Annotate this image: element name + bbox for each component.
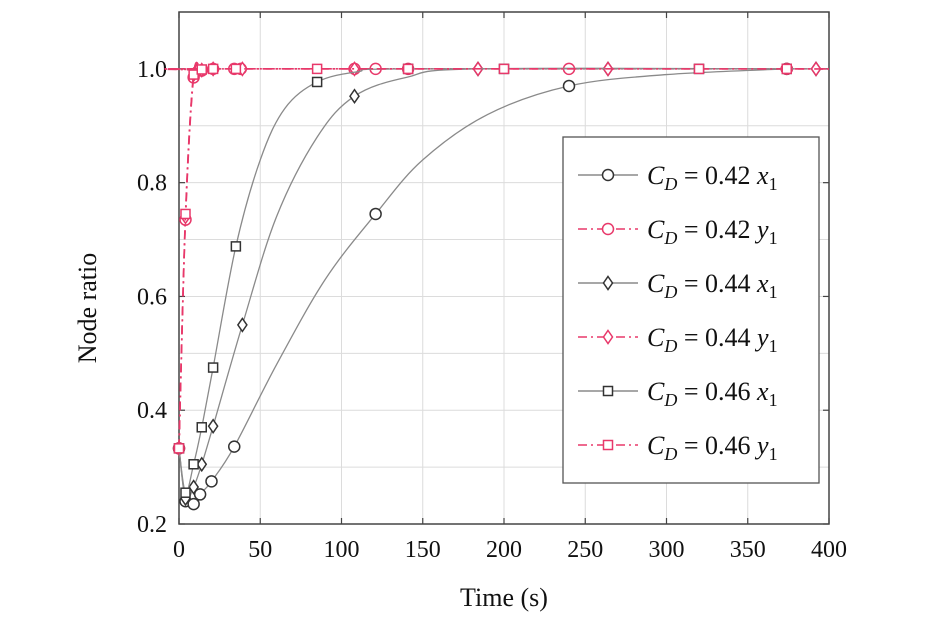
data-point [207, 362, 219, 373]
data-point [498, 63, 510, 75]
data-point [311, 76, 323, 88]
data-point [230, 63, 242, 75]
x-tick-label: 400 [811, 537, 847, 563]
x-tick-label: 200 [486, 537, 522, 563]
data-point [228, 440, 241, 453]
axis-ticks: 0 50 100 150 200 250 300 350 400 0.2 0.4 0.6 0.8 1.0 [137, 12, 847, 563]
legend: CD = 0.42 x1 CD = 0.42 y1 CD = 0.44 x1 CD =… [562, 136, 820, 484]
x-tick-label: 350 [730, 537, 766, 563]
legend-item-2: CD = 0.42 y1 [578, 215, 778, 248]
data-point [402, 63, 414, 75]
x-tick-label: 50 [248, 537, 272, 563]
data-point [173, 443, 185, 454]
legend-label: CD = 0.42 y1 [647, 215, 778, 248]
legend-item-3: CD = 0.44 x1 [578, 269, 778, 302]
data-point [207, 418, 219, 434]
legend-label: CD = 0.46 y1 [647, 431, 778, 464]
data-point [369, 207, 382, 221]
legend-marker [602, 275, 614, 291]
legend-item-6: CD = 0.46 y1 [578, 431, 778, 464]
y-tick-label: 1.0 [137, 57, 167, 83]
x-axis-title: Time (s) [460, 583, 548, 612]
legend-marker [602, 385, 614, 397]
series-6 [163, 61, 830, 454]
legend-marker [601, 168, 615, 182]
data-point [562, 79, 576, 93]
legend-label: CD = 0.44 x1 [647, 269, 778, 302]
y-tick-label: 0.6 [137, 284, 167, 310]
data-point [781, 63, 792, 75]
data-point [188, 459, 199, 470]
x-tick-label: 150 [405, 537, 441, 563]
legend-marker [602, 439, 614, 451]
y-tick-label: 0.2 [137, 512, 167, 538]
data-point [187, 497, 200, 511]
data-point [180, 487, 191, 498]
legend-item-5: CD = 0.46 x1 [578, 377, 778, 410]
data-point [196, 422, 207, 433]
x-tick-label: 300 [649, 537, 685, 563]
legend-box [562, 136, 820, 484]
legend-item-1: CD = 0.42 x1 [578, 161, 778, 194]
legend-marker [602, 329, 614, 345]
data-point [207, 63, 219, 75]
y-tick-label: 0.8 [137, 171, 167, 197]
y-axis-title: Node ratio [73, 253, 102, 363]
data-point [311, 63, 323, 75]
x-tick-label: 0 [173, 537, 185, 563]
data-point [205, 475, 218, 488]
y-tick-label: 0.4 [137, 398, 167, 424]
data-point [230, 241, 242, 252]
series-group [163, 61, 830, 511]
data-point [188, 479, 200, 495]
data-point [236, 317, 248, 333]
legend-label: CD = 0.46 x1 [647, 377, 778, 410]
x-tick-label: 100 [324, 537, 360, 563]
legend-marker [601, 222, 615, 236]
legend-item-4: CD = 0.44 y1 [578, 323, 778, 356]
series-1 [172, 62, 793, 511]
data-point [196, 64, 207, 75]
x-tick-label: 250 [567, 537, 603, 563]
data-point [349, 88, 360, 105]
data-point [693, 63, 705, 75]
data-point [193, 488, 207, 501]
legend-label: CD = 0.44 y1 [647, 323, 778, 356]
legend-label: CD = 0.42 x1 [647, 161, 778, 194]
data-point [180, 208, 191, 220]
